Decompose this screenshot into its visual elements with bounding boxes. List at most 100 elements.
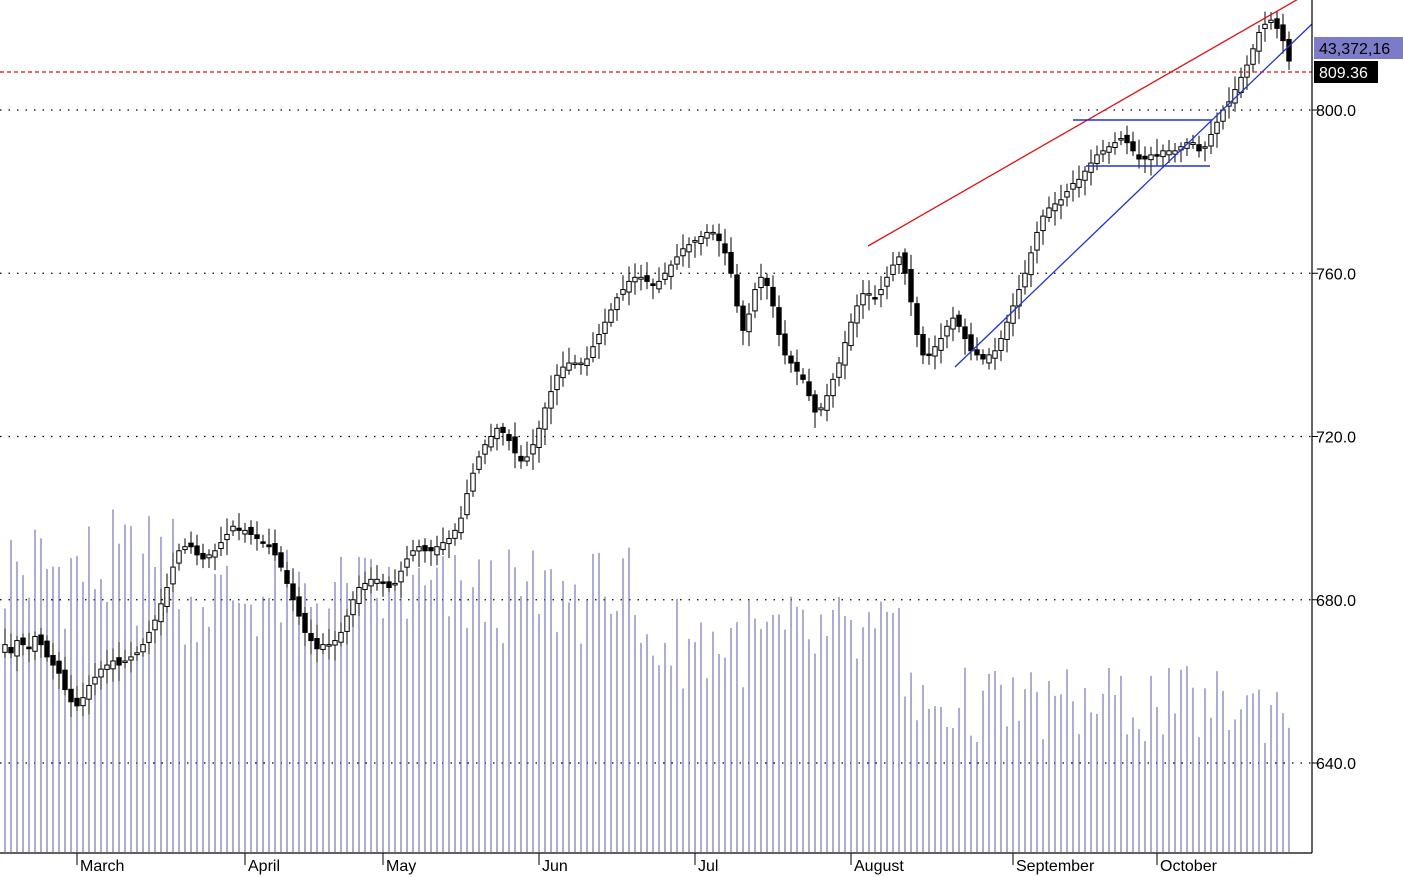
candle-body xyxy=(1100,150,1106,155)
candle-body xyxy=(38,634,44,646)
candle-body xyxy=(350,599,356,616)
candle-body xyxy=(1034,231,1040,251)
candle-body xyxy=(2,644,8,653)
candle-body xyxy=(326,644,332,647)
candle-body xyxy=(140,644,146,653)
candle-body xyxy=(446,538,452,545)
candle-body xyxy=(332,640,338,646)
candle-body xyxy=(572,362,578,366)
candle-body xyxy=(14,640,20,657)
candle-body xyxy=(554,374,560,391)
candle-body xyxy=(98,668,104,678)
candle-body xyxy=(188,542,194,548)
candle-body xyxy=(1142,155,1148,160)
candle-body xyxy=(992,350,998,359)
axes xyxy=(0,0,1318,865)
candle-body xyxy=(74,697,80,707)
candlesticks xyxy=(2,10,1292,718)
candle-body xyxy=(512,436,518,454)
candle-body xyxy=(728,251,734,274)
candle-body xyxy=(1082,170,1088,181)
candle-body xyxy=(854,305,860,324)
candle-body xyxy=(920,333,926,356)
candle-body xyxy=(1136,154,1142,160)
candle-body xyxy=(734,274,740,307)
candle-body xyxy=(1166,150,1172,156)
candle-body xyxy=(1094,154,1100,164)
labels: 640.0680.0720.0760.0800.0ryMarchAprilMay… xyxy=(80,37,1403,875)
candle-body xyxy=(704,231,710,239)
candle-body xyxy=(242,529,248,535)
candle-body xyxy=(182,546,188,551)
candle-body xyxy=(830,378,836,397)
candle-body xyxy=(1280,24,1286,42)
candle-body xyxy=(740,305,746,331)
candle-body xyxy=(566,362,572,371)
y-tick-label: 720.0 xyxy=(1316,430,1356,447)
candle-body xyxy=(80,697,86,707)
candle-body xyxy=(650,283,656,286)
candle-body xyxy=(314,638,320,650)
candle-body xyxy=(1208,133,1214,147)
candle-body xyxy=(1058,199,1064,206)
candle-body xyxy=(746,313,752,333)
candle-body xyxy=(230,525,236,532)
candle-body xyxy=(1130,141,1136,152)
candle-body xyxy=(122,660,128,663)
candle-body xyxy=(596,333,602,345)
candle-body xyxy=(458,517,464,534)
candle-body xyxy=(1190,142,1196,146)
candle-body xyxy=(956,314,962,327)
candle-body xyxy=(1088,162,1094,173)
candle-body xyxy=(632,276,638,283)
candle-body xyxy=(674,256,680,265)
candle-body xyxy=(344,615,350,632)
candle-body xyxy=(470,472,476,492)
candle-body xyxy=(794,361,800,372)
candle-body xyxy=(788,355,794,364)
candle-body xyxy=(536,427,542,448)
candle-body xyxy=(296,596,302,617)
candle-body xyxy=(62,669,68,691)
candle-body xyxy=(818,407,824,411)
month-label: October xyxy=(1160,858,1218,875)
candle-body xyxy=(248,526,254,535)
candle-body xyxy=(842,342,848,366)
candle-body xyxy=(620,289,626,295)
candle-body xyxy=(878,289,884,296)
month-label: Jun xyxy=(542,858,568,875)
trend-lines xyxy=(0,0,1313,368)
candle-body xyxy=(428,547,434,552)
candle-body xyxy=(68,688,74,703)
candle-body xyxy=(668,264,674,277)
candle-body xyxy=(272,543,278,556)
candle-body xyxy=(482,444,488,455)
candle-body xyxy=(782,333,788,356)
month-label: May xyxy=(386,858,416,875)
volume-badge xyxy=(1314,37,1403,59)
candle-body xyxy=(908,269,914,303)
candle-body xyxy=(662,272,668,280)
candle-body xyxy=(362,582,368,591)
candle-body xyxy=(1052,203,1058,212)
candle-body xyxy=(206,554,212,559)
candle-body xyxy=(500,426,506,433)
candle-body xyxy=(86,684,92,700)
candle-body xyxy=(278,552,284,568)
candle-body xyxy=(134,652,140,656)
candle-body xyxy=(260,541,266,544)
candle-body xyxy=(404,558,410,568)
candle-body xyxy=(1154,154,1160,157)
candle-body xyxy=(812,394,818,413)
candle-body xyxy=(776,307,782,335)
candle-body xyxy=(128,656,134,661)
candle-body xyxy=(758,276,764,289)
candle-body xyxy=(884,276,890,287)
candle-body xyxy=(104,664,110,670)
candle-body xyxy=(1250,48,1256,65)
candle-body xyxy=(938,338,944,351)
candle-body xyxy=(1010,305,1016,324)
candle-body xyxy=(764,277,770,286)
candle-body xyxy=(848,321,854,347)
